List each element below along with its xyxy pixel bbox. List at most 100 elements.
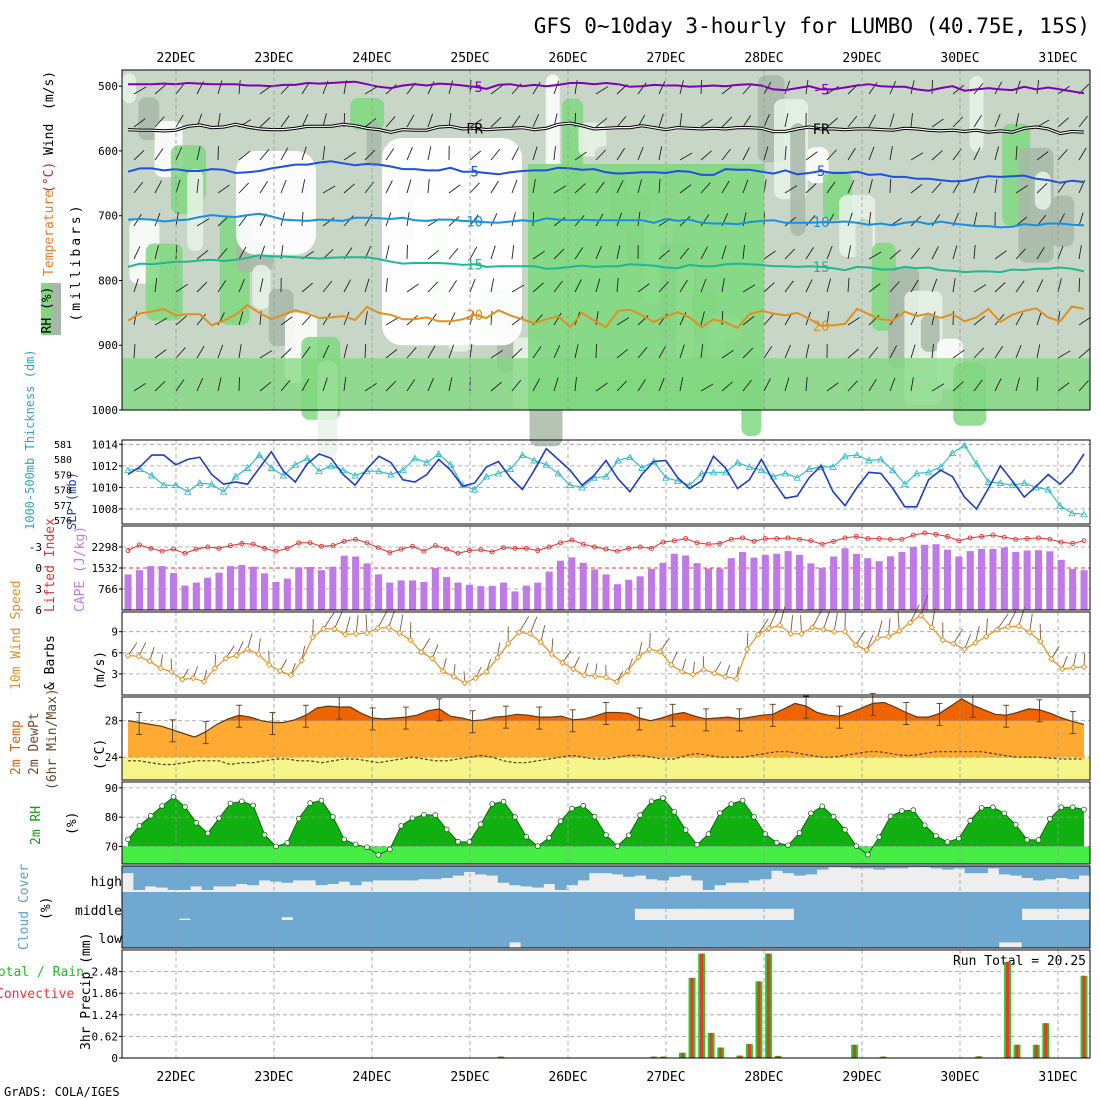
wind-barb [1015,312,1024,326]
wind-barb [952,245,958,260]
thickness-point [327,461,335,469]
thickness-point [482,472,491,480]
cloud-cell [224,892,237,920]
cloud-cell [588,866,601,874]
wind-barb [427,146,432,161]
wind-speed-point [374,624,382,632]
wind-barb [406,347,417,359]
wind-barb [322,345,330,359]
cloud-cell [862,866,874,869]
lifted-index-point [580,541,586,547]
wind-barb [469,311,475,326]
wind-barb [574,247,584,260]
cape-bar [329,566,337,610]
isotherm-line [127,254,1085,274]
cloud-cell [543,892,556,920]
wind-barb [322,217,335,227]
cloud-cell [122,892,134,920]
wind-barb [812,609,822,628]
tick-label: 1.24 [92,1009,119,1022]
wind-barb [868,251,882,260]
wind-barb [133,311,138,326]
rh2m-point [819,803,825,810]
rh2m-point [773,839,780,846]
precip-panel-labels: Total / Rain Convective 3hr Precip (mm) … [0,933,1086,1050]
cloud-cell [668,920,681,948]
lifted-index-point [250,541,256,547]
cloud-cell [793,892,806,920]
wind-barb [217,80,223,95]
wind-barb [784,377,790,392]
wind-speed-point [309,634,316,641]
lifted-index-point [1013,536,1019,542]
rh2m-point [637,812,643,818]
wind-barb [553,312,562,326]
wind-barb [700,246,708,260]
tick-label: 0 [111,1052,118,1065]
rh2m-point [148,812,154,819]
lifted-index-point [136,542,142,548]
cloud-cell [702,892,715,909]
thickness-point [889,466,897,474]
cloud-cell [657,920,669,948]
cloud-cell [281,892,294,918]
date-label-top: 25DEC [450,51,489,66]
cloud-cell [554,866,567,890]
wind-speed-point [211,665,219,672]
lifted-index-point [888,536,893,542]
cloud-cell [372,866,385,881]
cloud-cell [816,892,829,920]
thickness-point [1020,479,1029,487]
wind-speed-point [157,665,164,672]
wind-barb [553,146,556,161]
wind-unit-label: (m/s) [42,71,57,110]
wind-barb [343,311,350,326]
lifted-index-point [193,546,199,552]
lifted-index-point [865,536,871,542]
rh2m-point [170,794,177,800]
cape-bar [921,544,929,610]
lifted-index-point [728,536,734,542]
wind-barb [847,212,853,227]
wind-barb [889,178,892,194]
thickness-point [136,465,144,473]
cloud-cell [896,920,909,948]
wind10m-unit: (m/s) [93,651,108,690]
wind-barb [399,614,404,634]
wind-barb [658,178,661,194]
wind-barb [448,184,461,194]
wind-barb [490,116,502,128]
rh2m-point [341,836,348,843]
lifted-tick-label: 3 [35,583,42,596]
wind-barb [343,377,347,392]
lifted-index-label: Lifted Index [43,518,58,612]
wind-barb [553,248,565,260]
rh2m-point [364,844,370,851]
cloud-cell [201,892,214,920]
wind-barb [1078,277,1081,293]
cloud-cell [190,866,203,887]
wind-barb [973,284,987,293]
thickness-tick-label: 576 [54,516,72,527]
lifted-index-point [717,541,723,546]
rh2m-point [159,803,165,809]
wind-barb [721,85,734,95]
cloud-cell [748,892,761,909]
wind-barb [973,147,981,161]
cape-bar [409,580,417,610]
date-label-bottom: 22DEC [156,1070,195,1085]
cloud-cell [919,866,931,868]
wind-barb [364,213,373,227]
dewpoint-line [128,751,1084,766]
wind-barb [133,86,147,95]
wind-speed-point [494,654,501,661]
lifted-index-point [239,541,245,546]
temp2m-label: 2m Temp [9,720,24,775]
cloud-cell [691,866,704,881]
thickness-point [375,467,383,475]
wind-barb [1057,117,1069,128]
wind-barb [406,146,413,161]
cloud-cover-label: Cloud Cover [17,864,32,950]
cloud-cell [828,920,840,948]
